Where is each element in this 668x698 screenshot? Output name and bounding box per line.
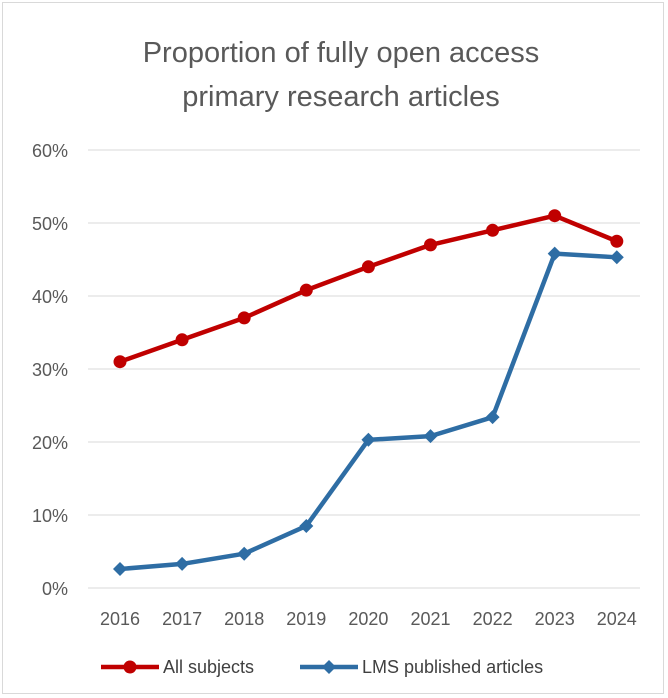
x-axis-ticks: 2016 2017 2018 2019 2020 2021 2022 2023 2024	[100, 609, 637, 629]
data-point	[361, 260, 375, 274]
x-tick-label: 2021	[410, 609, 450, 629]
x-tick-label: 2017	[162, 609, 202, 629]
x-tick-label: 2016	[100, 609, 140, 629]
y-tick-label: 40%	[32, 287, 68, 307]
series-1	[113, 209, 624, 369]
legend-item: LMS published articles	[300, 657, 543, 677]
legend-label: LMS published articles	[362, 657, 543, 677]
data-point	[175, 333, 189, 347]
data-point	[113, 355, 127, 369]
chart-title-line-1: Proportion of fully open access	[143, 37, 540, 69]
data-point	[609, 250, 624, 265]
x-tick-label: 2022	[473, 609, 513, 629]
x-tick-label: 2024	[597, 609, 637, 629]
y-axis-ticks: 0% 10% 20% 30% 40% 50% 60%	[32, 141, 68, 599]
data-point	[486, 223, 500, 237]
y-tick-label: 60%	[32, 141, 68, 161]
legend: All subjects LMS published articles	[101, 657, 543, 677]
series-lines	[113, 209, 624, 577]
data-point	[423, 429, 438, 444]
data-point	[361, 432, 376, 447]
x-tick-label: 2020	[348, 609, 388, 629]
y-tick-label: 10%	[32, 506, 68, 526]
data-point	[123, 660, 137, 674]
legend-item: All subjects	[101, 657, 254, 677]
data-point	[237, 311, 251, 325]
data-point	[322, 660, 336, 674]
y-tick-label: 30%	[32, 360, 68, 380]
x-tick-label: 2023	[535, 609, 575, 629]
y-tick-label: 0%	[42, 579, 68, 599]
legend-label: All subjects	[163, 657, 254, 677]
data-point	[610, 234, 624, 248]
data-point	[237, 546, 252, 561]
x-tick-label: 2018	[224, 609, 264, 629]
data-point	[548, 209, 562, 223]
chart-title-line-2: primary research articles	[182, 81, 499, 113]
series-line	[119, 251, 617, 572]
data-point	[175, 556, 190, 571]
x-tick-label: 2019	[286, 609, 326, 629]
data-point	[299, 283, 313, 297]
y-tick-label: 20%	[32, 433, 68, 453]
data-point	[424, 238, 437, 252]
data-point	[485, 410, 500, 425]
y-tick-label: 50%	[32, 214, 68, 234]
gridlines	[88, 149, 640, 589]
data-point	[113, 562, 127, 577]
data-point	[547, 246, 562, 261]
series-2	[113, 246, 624, 577]
data-point	[299, 518, 314, 533]
